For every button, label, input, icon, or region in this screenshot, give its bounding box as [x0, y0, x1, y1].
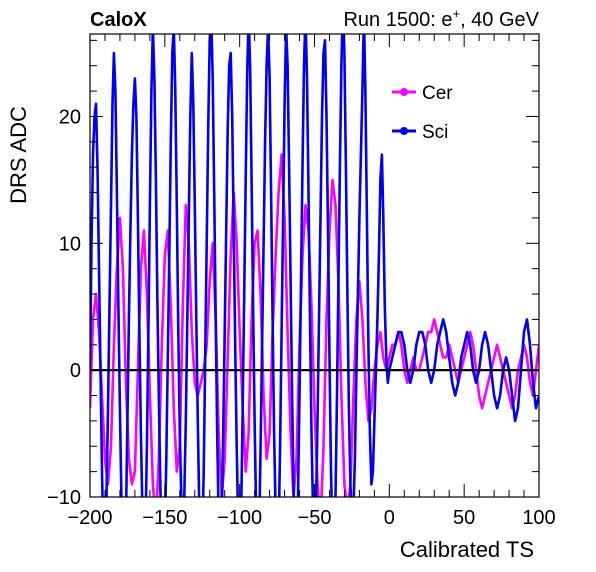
experiment-label: CaloX: [90, 9, 147, 31]
x-axis-title: Calibrated TS: [400, 537, 534, 562]
x-tick-label: −200: [67, 507, 112, 529]
x-tick-label: −150: [142, 507, 187, 529]
series-layer: [90, 34, 539, 497]
run-label-superscript: +: [452, 6, 460, 21]
x-tick-label: 100: [522, 507, 555, 529]
legend-marker-cer: [400, 88, 408, 96]
series-line-cer: [90, 153, 539, 497]
y-tick-label: −10: [47, 487, 81, 509]
x-tick-label: 0: [384, 507, 395, 529]
legend-marker-sci: [400, 127, 408, 135]
legend-label-sci: Sci: [422, 122, 448, 143]
x-tick-label: −100: [217, 507, 262, 529]
run-label-suffix: , 40 GeV: [460, 9, 540, 31]
x-tick-label: −50: [298, 507, 332, 529]
y-axis-title: DRS ADC: [6, 106, 31, 204]
y-tick-label: 10: [59, 233, 81, 255]
legend-label-cer: Cer: [422, 83, 453, 104]
series-line-sci: [90, 34, 539, 497]
run-label: Run 1500: e+, 40 GeV: [343, 6, 539, 31]
y-tick-label: 0: [70, 360, 81, 382]
run-label-main: Run 1500: e: [343, 9, 452, 31]
x-tick-label: 50: [453, 507, 475, 529]
y-tick-label: 20: [59, 106, 81, 128]
legend: Cer Sci: [392, 83, 453, 143]
